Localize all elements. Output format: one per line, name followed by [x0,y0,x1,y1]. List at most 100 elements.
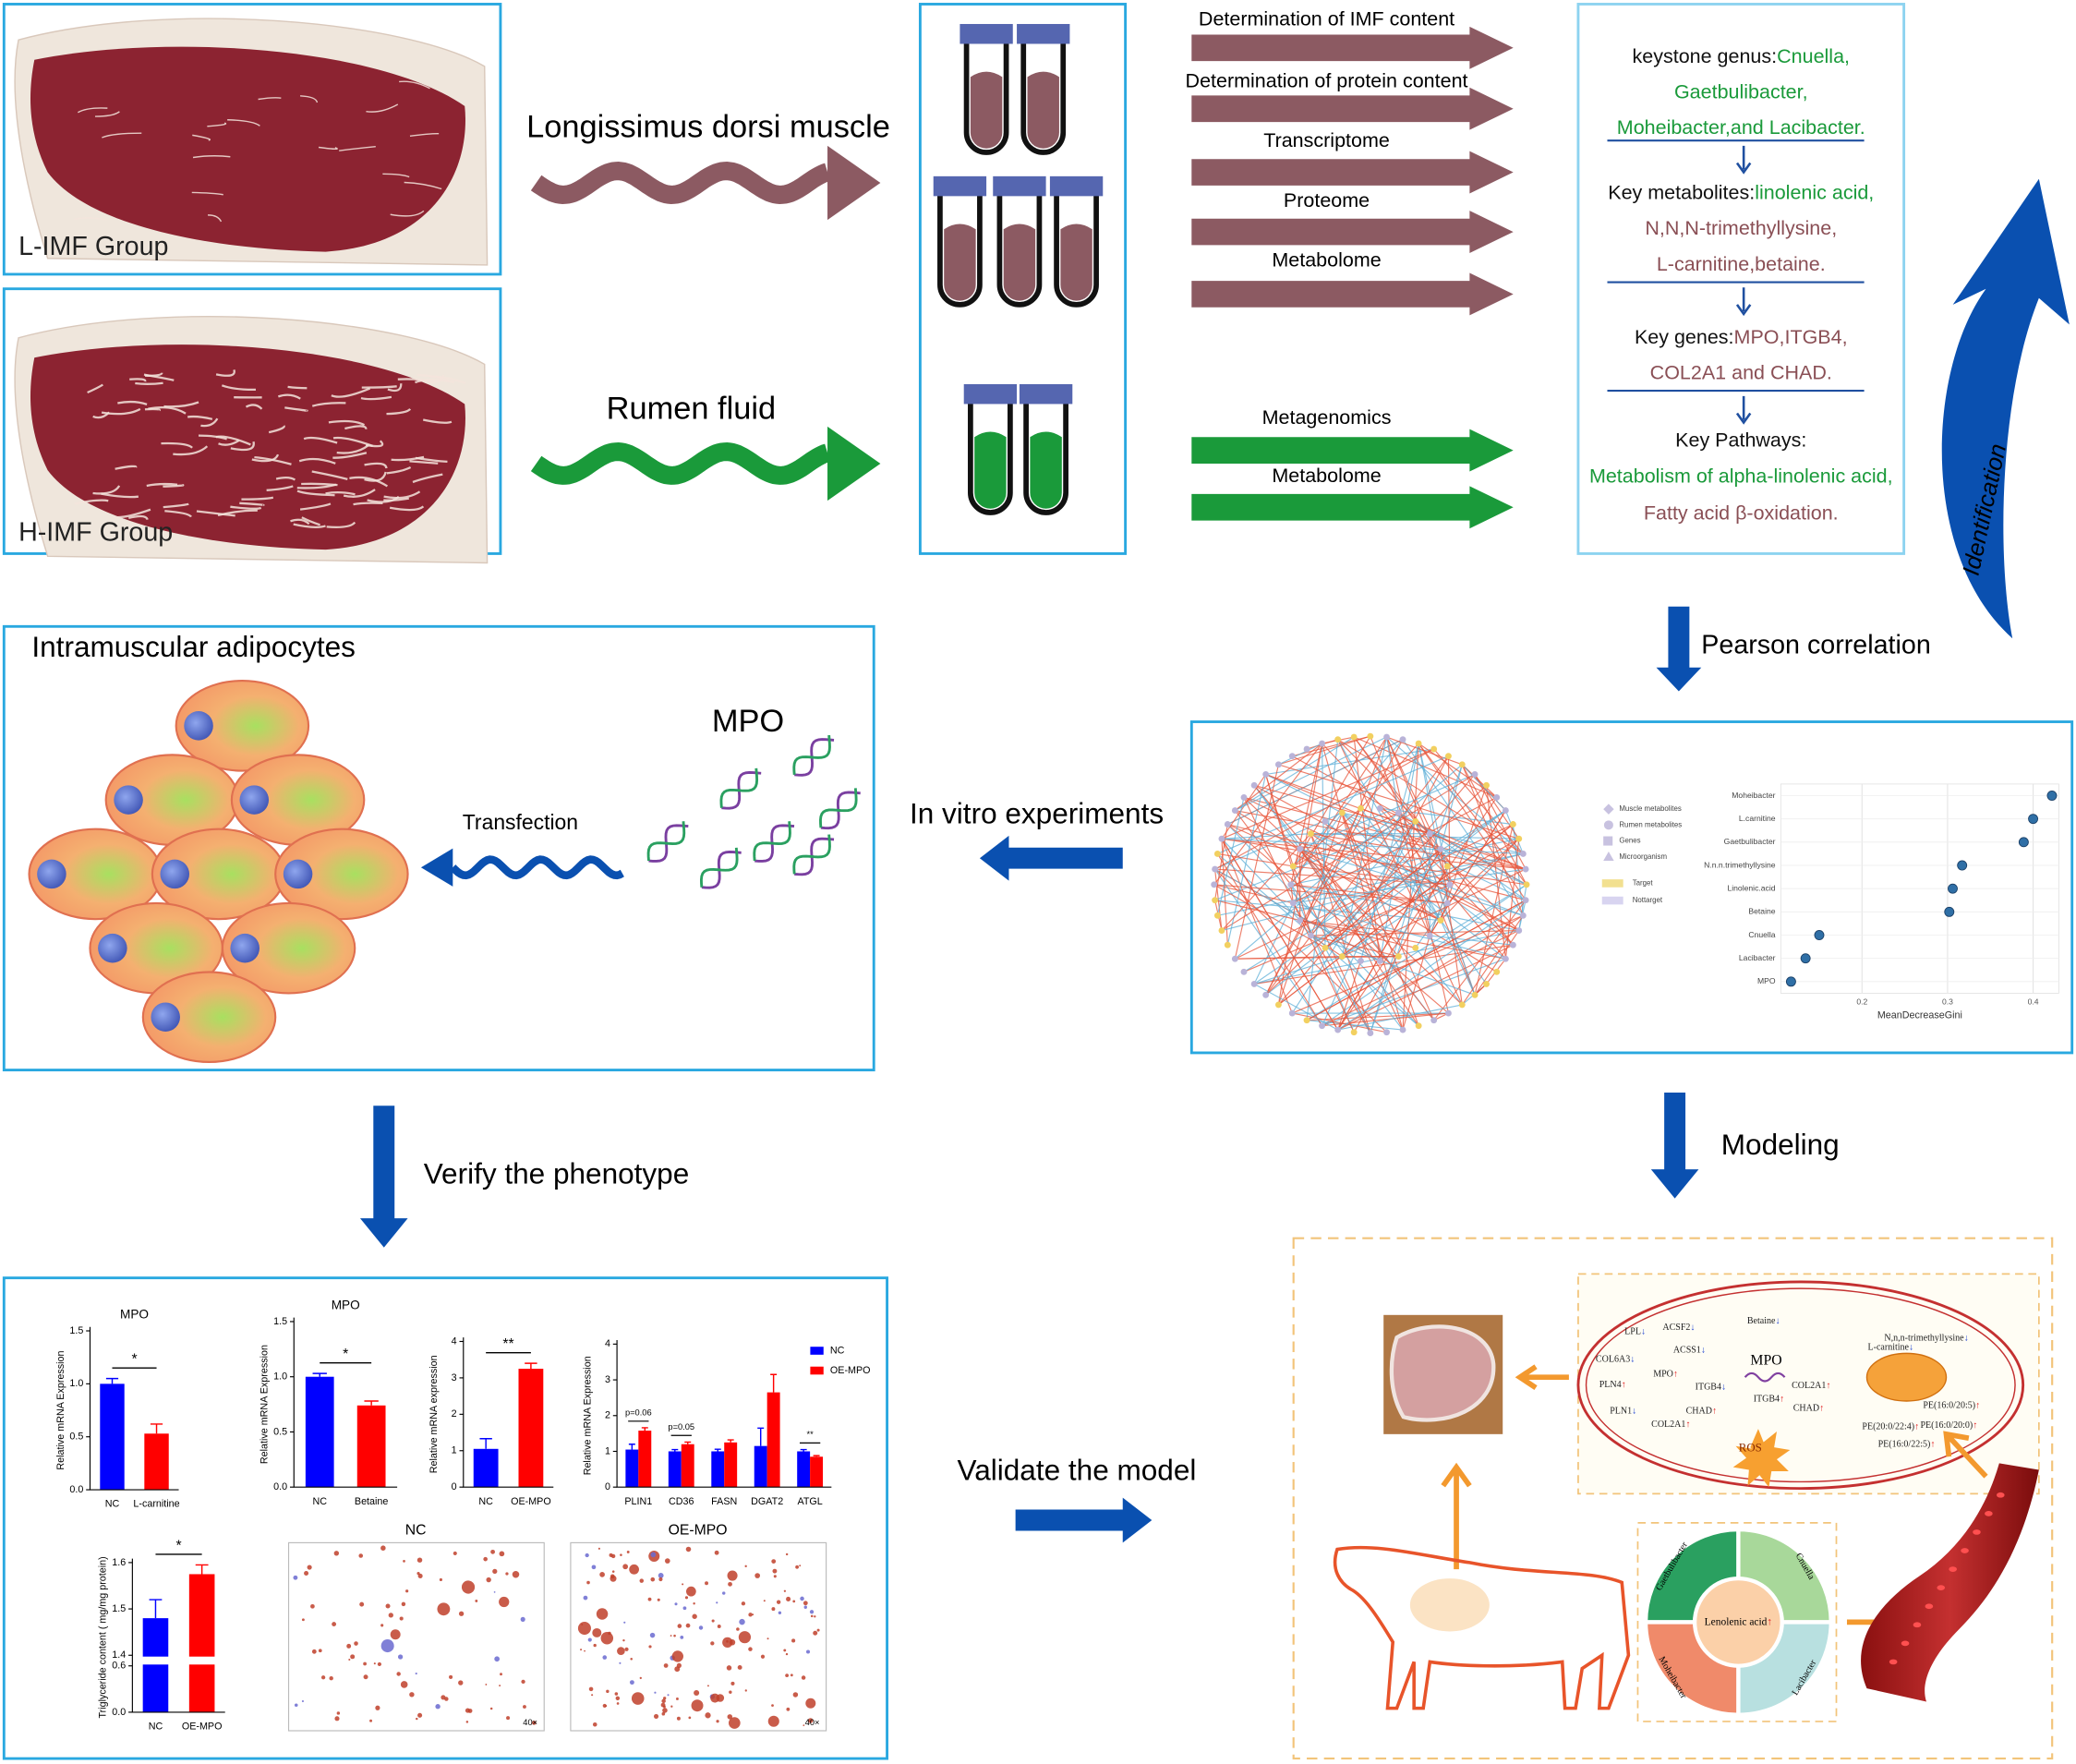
marbling [311,470,348,480]
lipid-droplet [584,1649,585,1652]
network-node [1399,1026,1406,1033]
model-label: Betaine↓ [1747,1316,1780,1326]
block-arrow [1015,1497,1153,1543]
lipid-droplet [716,1601,718,1604]
network-node [1437,917,1444,924]
x-tick-label: OE-MPO [511,1496,551,1507]
summary-segment: Gaetbulibacter, [1674,80,1808,103]
model-label-text: Betaine [1747,1316,1776,1326]
axis [89,1326,179,1491]
lipid-droplet [801,1675,806,1680]
trend-arrow: ↑ [1622,1380,1626,1390]
network-edge [1217,852,1294,867]
assay-arrow [1191,272,1514,316]
network-edge [1310,935,1476,996]
method-label: Transfection [463,810,578,834]
legend-label: OE-MPO [830,1365,871,1376]
marbling [196,510,235,517]
network-edge [1415,820,1527,901]
lipid-droplet [435,1704,441,1710]
x-tick-label: 0.4 [2028,997,2039,1007]
lipid-droplet [806,1649,811,1654]
dna-strand [794,738,835,777]
magnification: 40× [805,1718,820,1727]
x-tick-label: Betaine [355,1496,388,1507]
lipid-droplet [396,1672,401,1676]
network-edge [1265,784,1487,996]
summary-line: keystone genus:Cnuella, [1633,44,1850,66]
lipid-droplet [599,1571,605,1577]
lipid-droplet [792,1692,799,1698]
x-tick-label: 0.2 [1856,997,1867,1007]
x-axis-title: MeanDecreaseGini [1877,1010,1962,1021]
assay-arrow [1191,26,1514,69]
axis [463,1337,554,1488]
network-edge [1429,810,1506,936]
lipid-droplet [776,1600,781,1604]
model-label: MPO↑ [1653,1370,1678,1380]
legend-swatch [810,1347,824,1355]
lipid-droplet [359,1601,365,1607]
network-edge [1353,865,1448,1033]
trend-arrow: ↓ [1690,1323,1695,1333]
lipid-droplet [600,1631,614,1645]
model-arrow [1441,1462,1472,1570]
lipid-droplet [520,1616,525,1622]
lipid-droplet [506,1716,511,1721]
trend-arrow: ↑ [1973,1421,1977,1432]
y-tick-label: Gaetbulibacter [1724,837,1776,846]
assay-label: Determination of IMF content [1199,7,1454,30]
trend-arrow: ↑ [1673,1370,1678,1380]
lipid-droplet [318,1649,322,1653]
lipid-droplet [486,1577,491,1583]
model-label-text: ITGB4 [1696,1383,1721,1393]
network-edge [1370,735,1476,996]
network-edge [1337,739,1524,854]
lipid-droplet [674,1602,678,1606]
lipid-droplet [658,1573,664,1578]
lipid-droplet [814,1615,816,1618]
marbling [325,491,356,496]
network-edge [1234,764,1463,960]
lipid-droplet [587,1637,592,1642]
trend-arrow: ↑ [1914,1422,1919,1432]
network-node [1338,953,1346,961]
network-edge [1337,961,1362,1031]
lipid-droplet [483,1556,488,1562]
marbling [227,119,260,127]
marbling [101,492,139,499]
lipid-droplet [333,1551,340,1556]
network-node [1297,845,1304,852]
lipid-droplet [786,1707,791,1711]
lipid-droplet [380,1624,384,1627]
lipid-droplet [767,1715,779,1727]
x-tick-label: NC [105,1499,120,1510]
network-edge [1402,739,1524,916]
trend-arrow: ↓ [1964,1334,1969,1344]
lipid-droplet [521,1679,525,1685]
network-edge [1397,812,1520,931]
nucleus [37,859,66,889]
network-node [1443,900,1451,907]
marbling [101,407,141,416]
marbling [386,465,412,475]
network-node [1426,830,1433,838]
marbling [173,445,209,456]
lipid-droplet [813,1630,818,1636]
network-node [1426,932,1433,939]
lipid-droplet [401,1601,406,1607]
lipid-droplet [728,1581,732,1587]
lipid-droplet [785,1652,789,1656]
lipid-droplet [795,1565,799,1569]
lipid-droplet [744,1689,747,1692]
error-bar [105,1377,119,1384]
assay-arrow [1191,211,1514,254]
summary-line: Fatty acid β-oxidation. [1644,501,1839,524]
error-bar [757,1427,765,1446]
network-node [1446,881,1454,888]
marbling [364,471,387,482]
lipid-droplet [400,1681,408,1688]
lipid-droplet [405,1589,409,1593]
model-label: N,n,n-trimethyllysine↓ [1884,1334,1968,1344]
y-tick-label: 0.5 [69,1432,83,1443]
